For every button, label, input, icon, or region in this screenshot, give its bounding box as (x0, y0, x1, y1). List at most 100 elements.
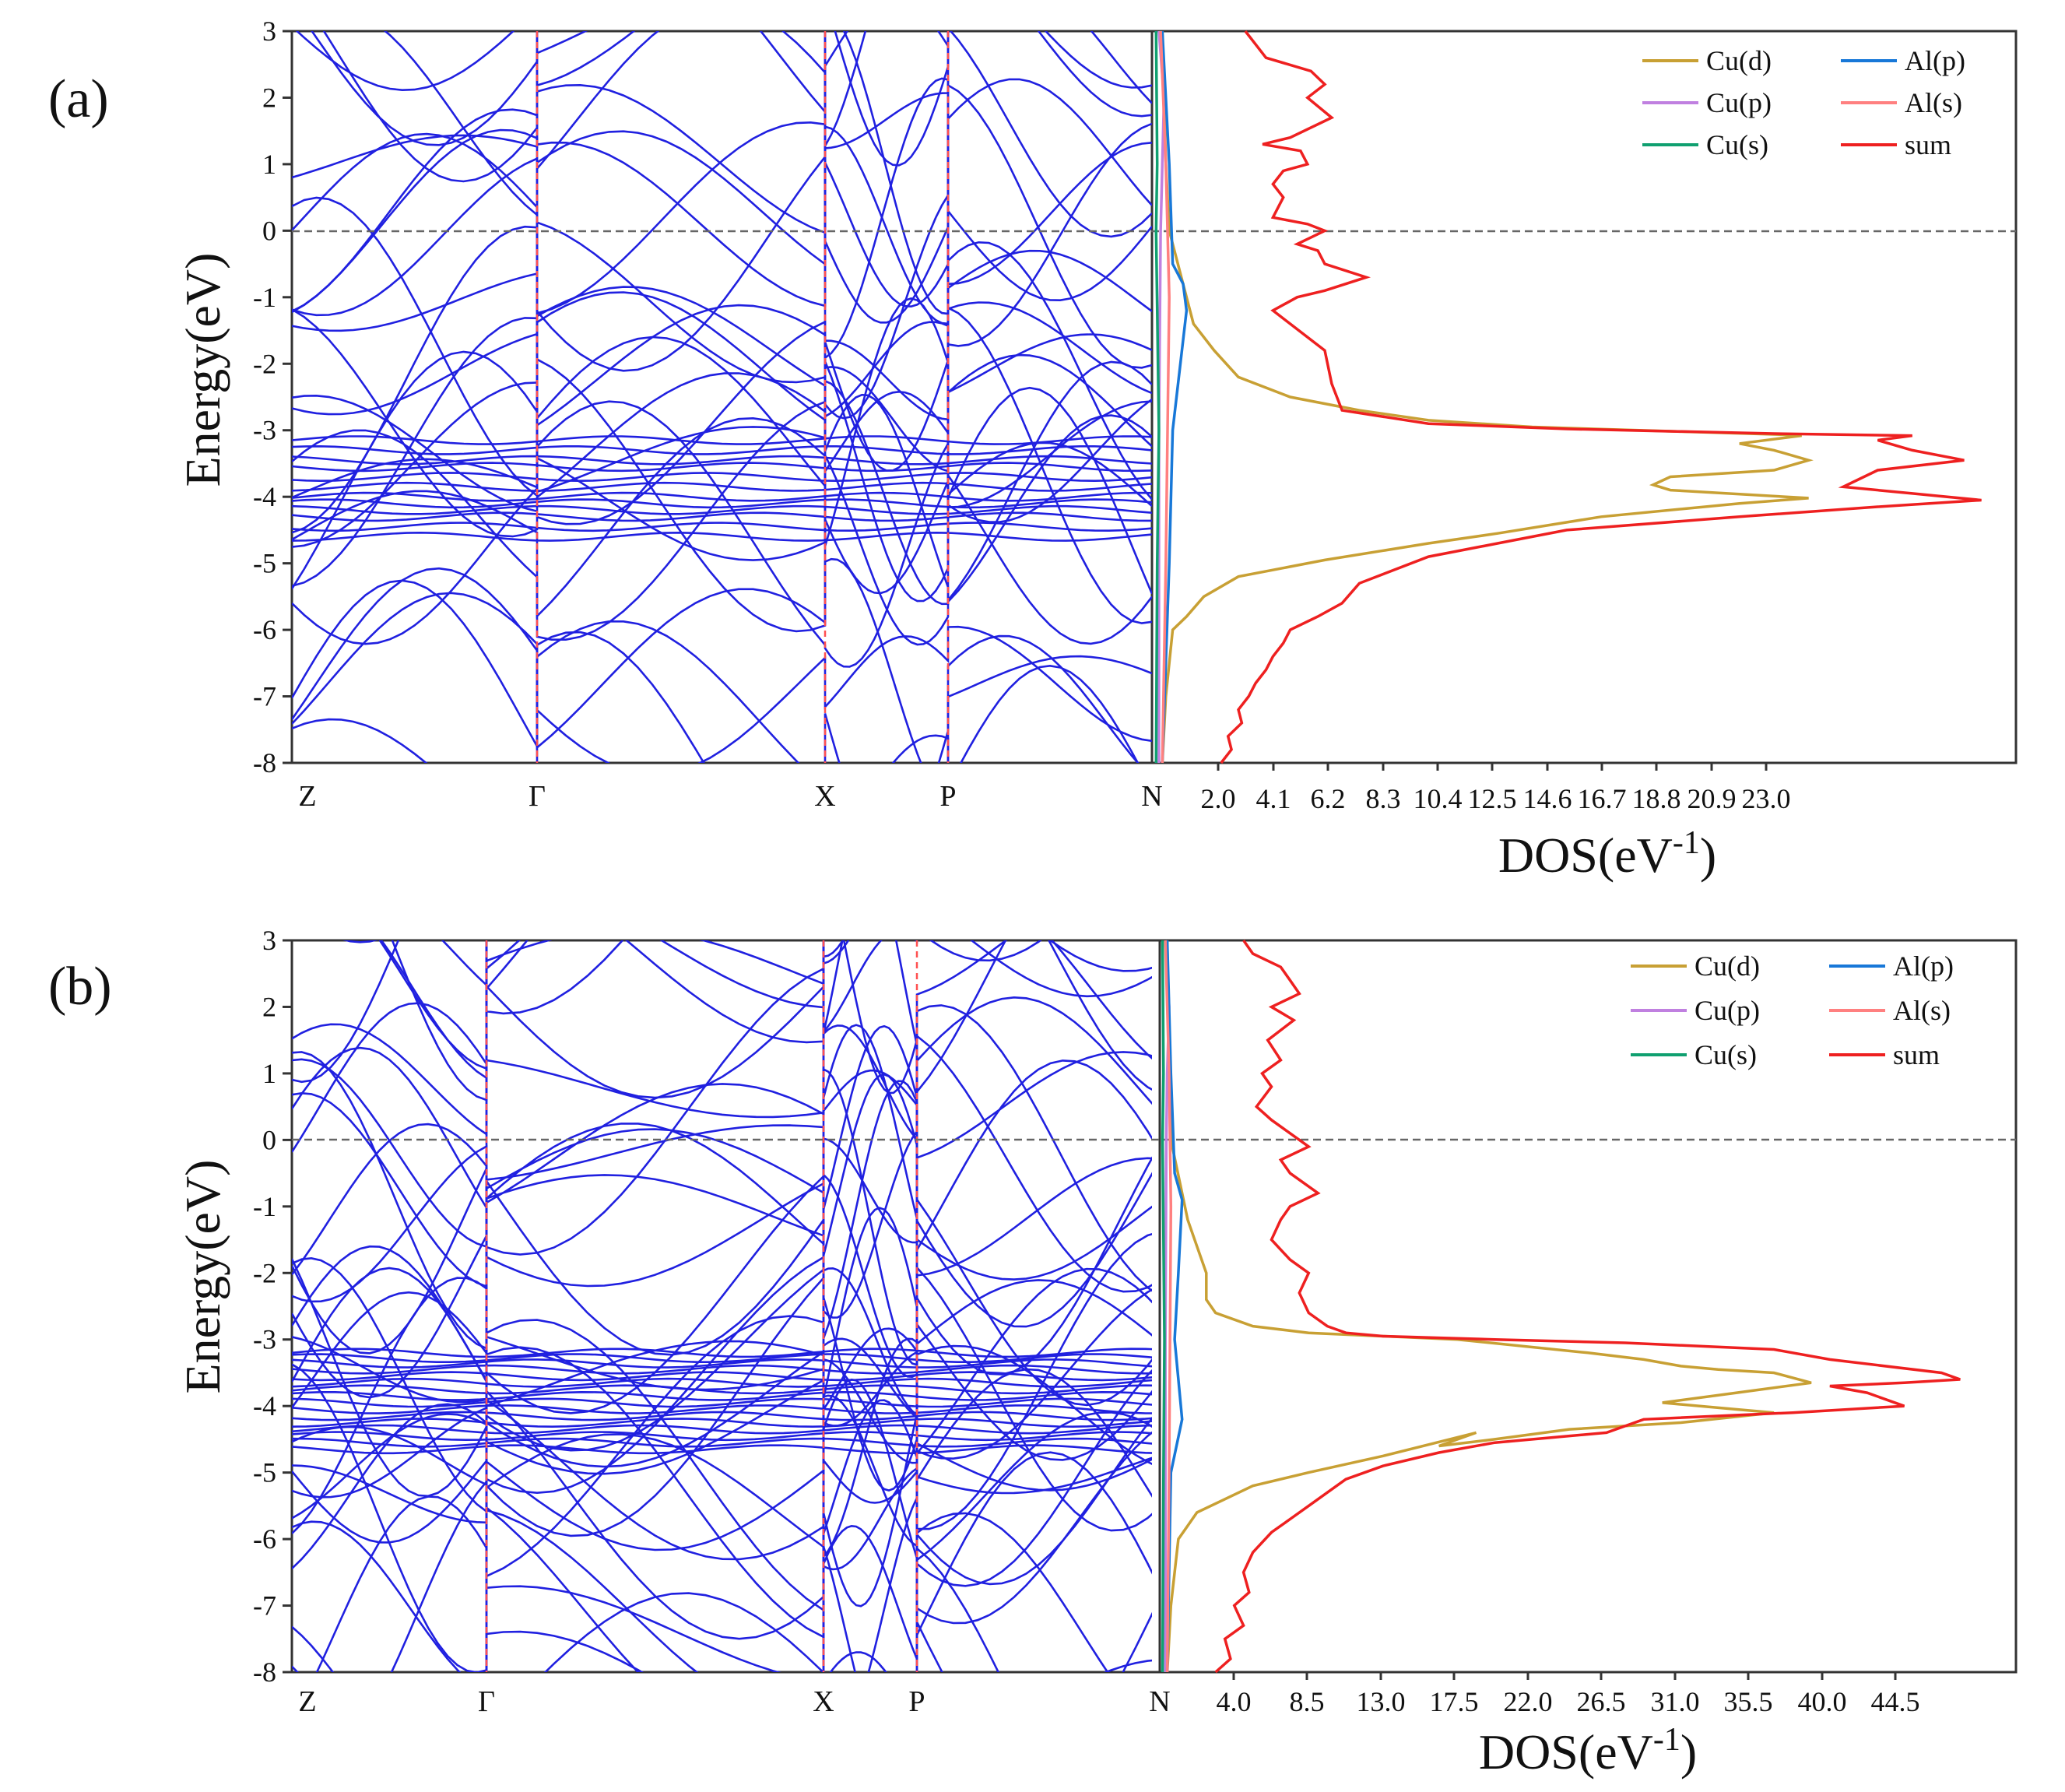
band-line (295, 31, 1152, 147)
dos-tick-label: 2.0 (1201, 783, 1236, 814)
band-line (292, 1024, 1152, 1293)
band-line (292, 498, 1152, 509)
band-line (292, 1353, 1152, 1363)
dos-series-als (1159, 30, 1171, 764)
band-line (292, 444, 1152, 455)
band-line (292, 1390, 1152, 1401)
band-line (292, 1497, 1152, 1672)
dos-tick-label: 16.7 (1578, 783, 1627, 814)
band-line (311, 31, 1152, 167)
panel-label-a: (a) (48, 69, 109, 129)
band-line (292, 1377, 1152, 1388)
band-line (292, 455, 1152, 466)
band-line (383, 31, 1152, 238)
y-tick-label: -6 (253, 614, 276, 645)
band-line (292, 1424, 1152, 1435)
band-structure-frame-b (290, 939, 1161, 1674)
band-line (342, 940, 1042, 1015)
band-line (292, 1404, 1152, 1414)
k-point-label: X (814, 780, 835, 813)
dos-series-cud (1165, 940, 1812, 1673)
band-line (292, 393, 1152, 641)
y-tick-label: 1 (262, 1058, 276, 1089)
panel-b: (b) 3 2 1 0 -1 -2 -3 -4 -5 -6 -7 -8 Z Γ X P N 4.0 8.5 13.… (48, 925, 2018, 1780)
y-tick-label: 0 (262, 1124, 276, 1155)
band-line (292, 77, 1152, 360)
band-line (315, 1495, 1109, 1672)
dos-tick-label: 40.0 (1798, 1686, 1847, 1717)
y-tick-label: -5 (253, 1457, 276, 1488)
legend-label: Cu(s) (1706, 129, 1768, 160)
k-point-label: X (813, 1685, 834, 1718)
k-point-label: Γ (478, 1685, 495, 1718)
y-tick-label: -1 (253, 1191, 276, 1222)
band-line (292, 557, 1152, 763)
dos-tick-label: 6.2 (1311, 783, 1346, 814)
k-point-label: N (1149, 1685, 1170, 1718)
dos-tick-label: 4.0 (1217, 1686, 1252, 1717)
y-tick-label: -4 (253, 481, 276, 512)
y-tick-label: -3 (253, 415, 276, 446)
legend-label: Al(p) (1905, 45, 1965, 76)
k-point-label: Z (298, 780, 316, 813)
band-line (292, 416, 1152, 646)
band-line (391, 940, 1008, 1102)
band-line (292, 491, 1152, 502)
dos-frame-b (1158, 939, 2018, 1674)
band-line (292, 531, 1152, 542)
band-line (292, 1592, 1152, 1672)
legend-label: Al(s) (1893, 995, 1951, 1026)
dos-tick-label: 26.5 (1577, 1686, 1626, 1717)
band-line (292, 1431, 1152, 1442)
band-line (292, 1444, 1152, 1455)
legend-label: Cu(d) (1694, 950, 1760, 982)
band-line (292, 504, 1152, 515)
y-tick-label: 0 (262, 215, 276, 246)
band-line (292, 1123, 1152, 1376)
band-line (292, 1418, 1152, 1428)
band-line (292, 996, 1152, 1142)
band-line (292, 579, 1140, 763)
legend-b: Cu(d) Al(p) Cu(p) Al(s) Cu(s) sum (1631, 950, 1954, 1070)
band-lines-b (292, 940, 1152, 1672)
band-line (292, 1319, 1152, 1612)
dos-series-cus (1154, 30, 1161, 764)
y-tick-label: -8 (253, 747, 276, 778)
band-line (292, 1397, 1152, 1408)
dos-tick-label: 23.0 (1742, 783, 1791, 814)
y-tick-label: 1 (262, 149, 276, 180)
legend-label: Cu(d) (1706, 45, 1772, 76)
dos-series-cud (1161, 30, 1814, 764)
dos-axis-label-b: DOS(eV-1) (1479, 1722, 1697, 1780)
band-line (292, 1004, 1152, 1292)
dos-tick-label: 17.5 (1430, 1686, 1479, 1717)
band-line (292, 1364, 1152, 1375)
dos-series-alp (1165, 940, 1184, 1673)
band-line (292, 1437, 1152, 1448)
dos-tick-label: 8.5 (1290, 1686, 1325, 1717)
legend-label: sum (1893, 1039, 1940, 1070)
band-line (292, 1348, 1152, 1358)
y-axis-label-a: Energy(eV) (175, 253, 230, 487)
band-line (292, 481, 1152, 492)
band-line (292, 472, 1152, 483)
band-line (441, 940, 1152, 1091)
k-point-label: P (939, 780, 956, 813)
y-ticks-a: 3 2 1 0 -1 -2 -3 -4 -5 -6 -7 -8 (253, 16, 292, 778)
legend-label: Cu(p) (1706, 87, 1772, 118)
dos-tick-label: 22.0 (1504, 1686, 1553, 1717)
dos-axis-label-a: DOS(eV-1) (1498, 825, 1716, 883)
y-tick-label: -3 (253, 1324, 276, 1355)
band-line (380, 940, 1152, 1099)
dos-series-sum (1214, 939, 1961, 1674)
high-symmetry-lines-a (536, 31, 950, 763)
y-tick-label: -8 (253, 1657, 276, 1688)
y-tick-label: -4 (253, 1390, 276, 1421)
band-line (292, 1411, 1152, 1421)
k-point-label: Γ (529, 780, 546, 813)
dos-tick-label: 18.8 (1632, 783, 1681, 814)
y-tick-label: -5 (253, 548, 276, 579)
legend-label: Cu(s) (1694, 1039, 1757, 1070)
